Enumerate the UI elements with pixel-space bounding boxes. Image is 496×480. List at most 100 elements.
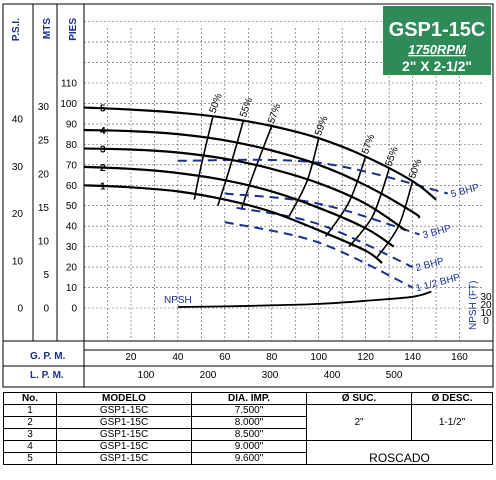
psi-tick: 30 bbox=[12, 162, 24, 173]
badge-model: GSP1-15C bbox=[389, 19, 486, 41]
bhp-line bbox=[224, 221, 414, 289]
lpm-tick: 100 bbox=[138, 370, 155, 381]
table-row: 2 GSP1-15C 8.000" 2" 1-1/2" bbox=[3, 416, 493, 429]
chart-scales: 1101009080706050403020100302520151050403… bbox=[12, 79, 492, 382]
pies-tick: 90 bbox=[66, 119, 78, 130]
row-modelo: GSP1-15C bbox=[56, 404, 192, 417]
bhp-line bbox=[236, 206, 414, 269]
gpm-tick: 160 bbox=[451, 352, 468, 363]
mts-tick: 25 bbox=[38, 136, 50, 147]
efficiency-line bbox=[240, 125, 273, 211]
desc-value: 1-1/2" bbox=[411, 416, 493, 429]
head-curves: 5 4 3 2 1 NPSH bbox=[83, 104, 437, 308]
mts-tick: 5 bbox=[43, 270, 49, 281]
head-curve bbox=[83, 184, 383, 264]
suc-value: 2" bbox=[306, 416, 412, 429]
pies-tick: 110 bbox=[61, 79, 77, 90]
head-curve bbox=[83, 128, 421, 219]
pies-tick: 40 bbox=[66, 222, 78, 233]
head-curve bbox=[83, 147, 407, 232]
pies-tick: 30 bbox=[66, 242, 78, 253]
col-no: No. bbox=[3, 392, 57, 405]
pies-tick: 50 bbox=[66, 201, 78, 212]
row-modelo: GSP1-15C bbox=[56, 416, 192, 429]
efficiency-line bbox=[376, 180, 414, 258]
pies-tick: 10 bbox=[66, 283, 78, 294]
model-badge: GSP1-15C 1750RPM 2" X 2-1/2" bbox=[383, 6, 491, 75]
pies-tick: 20 bbox=[66, 263, 78, 274]
npsh-axis-label: NPSH (FT) bbox=[468, 281, 479, 330]
efficiency-label: 57% bbox=[266, 102, 283, 125]
row-dia: 9.600" bbox=[191, 452, 307, 465]
bhp-line bbox=[224, 192, 420, 236]
pump-curve-chart: 1101009080706050403020100302520151050403… bbox=[2, 3, 494, 388]
head-curve bbox=[83, 106, 437, 201]
badge-size: 2" X 2-1/2" bbox=[402, 58, 472, 74]
lpm-tick: 500 bbox=[386, 370, 403, 381]
gpm-tick: 140 bbox=[404, 352, 421, 363]
spec-table: No. MODELO DIA. IMP. Ø SUC. Ø DESC. 1 GS… bbox=[3, 392, 493, 465]
mts-axis-label: MTS bbox=[42, 18, 53, 39]
curve-number-label: 3 bbox=[100, 144, 106, 155]
curve-number-label: 2 bbox=[100, 163, 106, 174]
mts-tick: 15 bbox=[38, 203, 50, 214]
gpm-axis-label: G. P. M. bbox=[30, 351, 66, 362]
col-desc: Ø DESC. bbox=[411, 392, 493, 405]
table-row: 3 GSP1-15C 8.500" bbox=[3, 428, 493, 441]
gpm-tick: 20 bbox=[125, 352, 137, 363]
efficiency-line bbox=[193, 115, 214, 200]
pies-tick: 70 bbox=[66, 160, 78, 171]
bhp-label: 2 BHP bbox=[415, 256, 446, 274]
col-dia: DIA. IMP. bbox=[191, 392, 307, 405]
curve-number-label: 1 bbox=[100, 181, 106, 192]
row-no: 3 bbox=[3, 428, 57, 441]
row-dia: 7.500" bbox=[191, 404, 307, 417]
row-no: 5 bbox=[3, 452, 57, 465]
row-dia: 9.000" bbox=[191, 440, 307, 453]
npsh-tick: 20 bbox=[480, 300, 492, 311]
row-no: 4 bbox=[3, 440, 57, 453]
efficiency-label: 55% bbox=[384, 145, 401, 168]
chart-frame bbox=[2, 3, 494, 388]
row-modelo: GSP1-15C bbox=[56, 452, 192, 465]
lpm-tick: 300 bbox=[262, 370, 279, 381]
bhp-label: 1 1/2 BHP bbox=[415, 272, 462, 295]
row-dia: 8.500" bbox=[191, 428, 307, 441]
lpm-axis-label: L. P. M. bbox=[30, 370, 64, 381]
table-row: 5 GSP1-15C 9.600" ROSCADO bbox=[3, 452, 493, 465]
row-dia: 8.000" bbox=[191, 416, 307, 429]
outer-frame bbox=[2, 3, 494, 388]
psi-tick: 20 bbox=[12, 209, 24, 220]
gpm-tick: 40 bbox=[172, 352, 184, 363]
mts-tick: 20 bbox=[38, 169, 50, 180]
efficiency-label: 59% bbox=[313, 115, 330, 138]
efficiency-line bbox=[348, 168, 390, 248]
row-modelo: GSP1-15C bbox=[56, 440, 192, 453]
bhp-label: 5 BHP bbox=[450, 182, 481, 200]
table-row: 4 GSP1-15C 9.000" bbox=[3, 440, 493, 453]
efficiency-line bbox=[217, 119, 245, 206]
efficiency-label: 50% bbox=[208, 92, 225, 115]
gpm-tick: 80 bbox=[266, 352, 278, 363]
npsh-tick: 30 bbox=[480, 292, 492, 303]
col-modelo: MODELO bbox=[56, 392, 192, 405]
efficiency-label: 57% bbox=[360, 133, 377, 156]
spec-table-header: No. MODELO DIA. IMP. Ø SUC. Ø DESC. bbox=[3, 392, 493, 405]
gpm-tick: 60 bbox=[219, 352, 231, 363]
bhp-label: 3 BHP bbox=[422, 223, 453, 241]
row-no: 2 bbox=[3, 416, 57, 429]
pies-tick: 60 bbox=[66, 181, 78, 192]
gpm-tick: 100 bbox=[310, 352, 327, 363]
pies-tick: 100 bbox=[60, 99, 77, 110]
head-curve bbox=[83, 165, 395, 248]
roscado-label: ROSCADO bbox=[306, 452, 493, 465]
badge-background bbox=[383, 6, 491, 75]
row-no: 1 bbox=[3, 404, 57, 417]
row-modelo: GSP1-15C bbox=[56, 428, 192, 441]
mts-tick: 10 bbox=[38, 236, 50, 247]
efficiency-label: 50% bbox=[407, 158, 424, 181]
npsh-tick: 10 bbox=[480, 308, 492, 319]
efficiency-line bbox=[287, 137, 320, 219]
efficiency-lines: 50% 55% 57% 59% 57% 55% 50% bbox=[193, 92, 424, 258]
lpm-tick: 200 bbox=[200, 370, 217, 381]
